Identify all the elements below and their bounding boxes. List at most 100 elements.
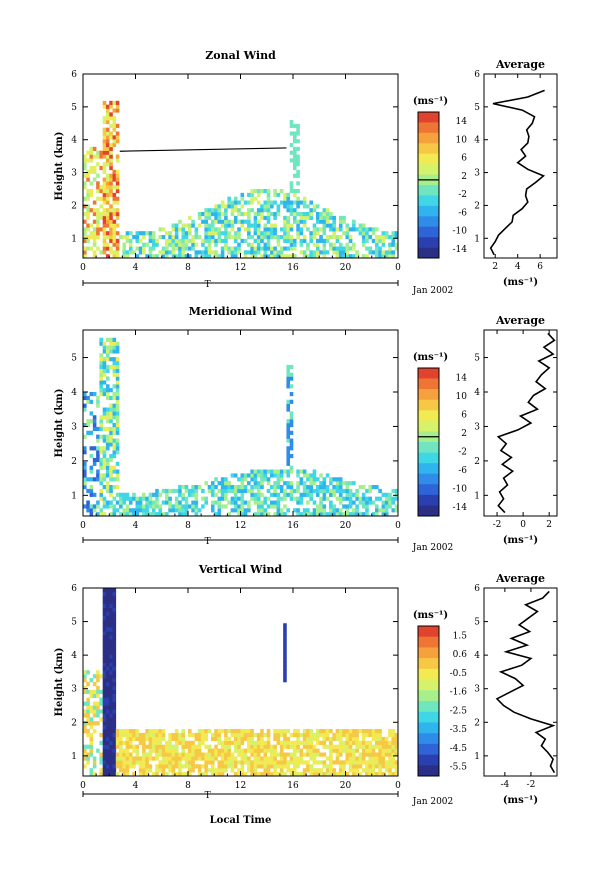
heatmap-cell: [89, 446, 94, 451]
heatmap-cell: [105, 756, 110, 761]
heatmap-cell: [378, 752, 382, 757]
heatmap-cell: [105, 345, 110, 350]
heatmap-cell: [391, 231, 396, 236]
heatmap-cell: [102, 169, 107, 174]
heatmap-cell: [329, 481, 333, 486]
heatmap-cell: [138, 736, 143, 742]
heatmap-cell: [302, 744, 307, 749]
heatmap-cell: [240, 477, 245, 482]
heatmap-cell: [112, 411, 117, 416]
heatmap-cell: [237, 200, 241, 205]
heatmap-cell: [115, 756, 120, 761]
heatmap-cell: [105, 231, 110, 236]
heatmap-cell: [109, 388, 113, 393]
heatmap-cell: [86, 729, 90, 734]
heatmap-cell: [204, 496, 208, 501]
heatmap-cell: [256, 488, 261, 494]
heatmap-cell: [145, 496, 149, 501]
heatmap-cell: [361, 760, 366, 765]
heatmap-cell: [102, 732, 107, 738]
heatmap-cell: [247, 235, 251, 240]
heatmap-cell: [286, 729, 291, 734]
heatmap-cell: [109, 635, 113, 640]
heatmap-cell: [375, 485, 379, 490]
heatmap-cell: [220, 219, 225, 224]
heatmap-cell: [109, 646, 113, 651]
heatmap-cell: [345, 235, 350, 240]
heatmap-cell: [112, 591, 117, 597]
heatmap-cell: [83, 227, 87, 232]
heatmap-cell: [391, 729, 396, 734]
heatmap-cell: [315, 250, 320, 255]
heatmap-cell: [115, 760, 120, 765]
heatmap-cell: [378, 238, 382, 243]
heatmap-cell: [342, 740, 346, 745]
heatmap-cell: [128, 732, 133, 738]
heatmap-cell: [296, 139, 300, 144]
heatmap-cell: [273, 223, 277, 228]
heatmap-cell: [335, 736, 340, 742]
heatmap-cell: [391, 732, 396, 738]
heatmap-cell: [358, 223, 363, 228]
heatmap-cell: [109, 701, 113, 706]
heatmap-cell: [207, 485, 212, 490]
heatmap-cell: [289, 760, 294, 765]
heatmap-cell: [338, 508, 343, 513]
colorbar-tick-label: 2: [461, 172, 467, 182]
heatmap-cell: [263, 496, 268, 501]
heatmap-cell: [289, 392, 294, 397]
heatmap-cell: [302, 469, 307, 474]
heatmap-cell: [178, 764, 182, 769]
heatmap-cell: [96, 235, 100, 240]
heatmap-cell: [210, 500, 215, 505]
heatmap-cell: [338, 485, 343, 490]
heatmap-cell: [352, 254, 356, 259]
heatmap-cell: [384, 250, 389, 255]
heatmap-cell: [309, 772, 313, 777]
heatmap-cell: [181, 242, 186, 247]
heatmap-cell: [332, 485, 336, 490]
heatmap-cell: [165, 512, 169, 517]
colorbar-swatch: [418, 754, 439, 766]
heatmap-cell: [338, 227, 343, 232]
heatmap-cell: [96, 713, 100, 718]
heatmap-cell: [191, 238, 195, 243]
heatmap-cell: [381, 772, 386, 777]
heatmap-cell: [286, 235, 291, 240]
heatmap-cell: [89, 158, 94, 163]
heatmap-cell: [105, 457, 110, 463]
heatmap-cell: [89, 485, 94, 490]
heatmap-cell: [201, 238, 205, 243]
heatmap-cell: [332, 492, 336, 497]
heatmap-cell: [286, 219, 291, 224]
heatmap-cell: [371, 729, 376, 734]
heatmap-cell: [142, 492, 146, 497]
colorbar-tick-label: -4.5: [450, 744, 468, 754]
heatmap-cell: [207, 223, 212, 228]
heatmap-cell: [260, 744, 264, 749]
heatmap-cell: [250, 485, 254, 490]
heatmap-cell: [365, 238, 369, 243]
profile-x-label: (ms⁻¹): [503, 277, 538, 288]
heatmap-cell: [368, 748, 373, 753]
heatmap-cell: [96, 469, 100, 474]
heatmap-cell: [329, 736, 333, 742]
colorbar-tick-label: -2: [458, 190, 467, 200]
heatmap-cell: [96, 438, 100, 443]
heatmap-cell: [138, 238, 143, 243]
heatmap-cell: [319, 219, 323, 224]
heatmap-cell: [92, 729, 97, 734]
heatmap-cell: [204, 238, 208, 243]
heatmap-cell: [194, 492, 199, 497]
heatmap-cell: [115, 399, 120, 404]
heatmap-cell: [181, 756, 186, 761]
heatmap-cell: [319, 508, 323, 513]
heatmap-cell: [266, 227, 271, 232]
heatmap-cell: [105, 135, 110, 140]
heatmap-cell: [361, 231, 366, 236]
heatmap-cell: [112, 508, 117, 513]
heatmap-cell: [148, 512, 153, 517]
heatmap-cell: [230, 768, 235, 773]
heatmap-cell: [109, 131, 113, 136]
heatmap-cell: [102, 223, 107, 228]
